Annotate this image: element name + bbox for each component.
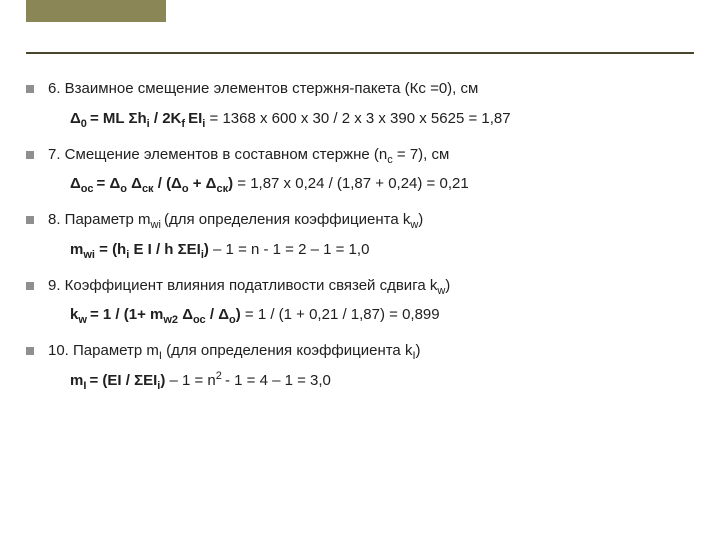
formula-bold: mwi = (hi E I / h ΣEIi) xyxy=(70,241,213,258)
formula-rest: = 1 / (1 + 0,21 / 1,87) = 0,899 xyxy=(241,306,440,323)
square-bullet-icon xyxy=(26,151,34,159)
list-item: 8. Параметр mwi (для определения коэффиц… xyxy=(26,209,694,231)
formula-rest: = 1368 х 600 х 30 / 2 х 3 х 390 х 5625 =… xyxy=(205,110,510,127)
square-bullet-icon xyxy=(26,282,34,290)
item-lead-text: 8. Параметр mwi (для определения коэффиц… xyxy=(48,209,694,231)
item-formula: Δос = Δо Δск / (Δо + Δск) = 1,87 х 0,24 … xyxy=(70,173,694,195)
item-lead-text: 9. Коэффициент влияния податливости связ… xyxy=(48,275,694,297)
formula-rest: – 1 = n - 1 = 2 – 1 = 1,0 xyxy=(213,241,369,258)
item-lead-text: 7. Смещение элементов в составном стержн… xyxy=(48,144,694,166)
formula-bold: Δ0 = ML Σhi / 2Kf EIi xyxy=(70,110,205,127)
square-bullet-icon xyxy=(26,85,34,93)
item-lead-text: 6. Взаимное смещение элементов стержня-п… xyxy=(48,78,694,100)
item-lead-text: 10. Параметр mI (для определения коэффиц… xyxy=(48,340,694,362)
item-formula: Δ0 = ML Σhi / 2Kf EIi = 1368 х 600 х 30 … xyxy=(70,108,694,130)
accent-band xyxy=(26,0,166,22)
square-bullet-icon xyxy=(26,347,34,355)
formula-rest: – 1 = n2 - 1 = 4 – 1 = 3,0 xyxy=(169,372,330,389)
formula-bold: Δос = Δо Δск / (Δо + Δск) xyxy=(70,175,237,192)
list-item: 10. Параметр mI (для определения коэффиц… xyxy=(26,340,694,362)
horizontal-rule xyxy=(26,52,694,54)
square-bullet-icon xyxy=(26,216,34,224)
formula-bold: kw = 1 / (1+ mw2 Δос / Δо) xyxy=(70,306,241,323)
item-formula: kw = 1 / (1+ mw2 Δос / Δо) = 1 / (1 + 0,… xyxy=(70,304,694,326)
list-item: 9. Коэффициент влияния податливости связ… xyxy=(26,275,694,297)
item-formula: mwi = (hi E I / h ΣEIi) – 1 = n - 1 = 2 … xyxy=(70,239,694,261)
formula-rest: = 1,87 х 0,24 / (1,87 + 0,24) = 0,21 xyxy=(237,175,468,192)
formula-bold: mI = (EI / ΣEIi) xyxy=(70,372,169,389)
list-item: 7. Смещение элементов в составном стержн… xyxy=(26,144,694,166)
item-formula: mI = (EI / ΣEIi) – 1 = n2 - 1 = 4 – 1 = … xyxy=(70,370,694,392)
slide-content: 6. Взаимное смещение элементов стержня-п… xyxy=(26,78,694,406)
list-item: 6. Взаимное смещение элементов стержня-п… xyxy=(26,78,694,100)
